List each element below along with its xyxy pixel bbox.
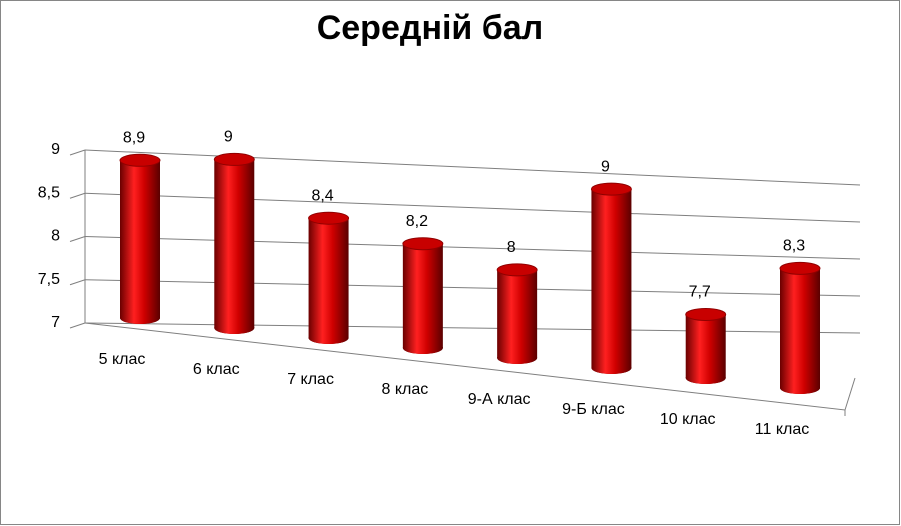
- cylinder-base-edge: [402, 342, 443, 354]
- value-label: 8,4: [311, 187, 333, 204]
- value-label: 8,2: [406, 213, 428, 230]
- bar: [402, 243, 443, 348]
- grid-line: [84, 192, 861, 223]
- x-tick-label: 10 клас: [660, 411, 716, 428]
- tick-mark: [69, 279, 86, 286]
- cylinder-top: [402, 237, 444, 251]
- cylinder-top: [308, 211, 350, 225]
- cylinder-base-edge: [214, 322, 255, 334]
- y-tick-label: 9: [51, 141, 60, 158]
- tick-mark: [69, 322, 86, 329]
- chart-title: Середній бал: [317, 9, 544, 47]
- y-tick-label: 8,5: [38, 184, 60, 201]
- grid-line: [84, 322, 861, 334]
- cylinder-top: [590, 182, 632, 196]
- cylinder-top: [213, 152, 255, 166]
- x-tick-label: 11 клас: [755, 421, 809, 438]
- cylinder-top: [496, 263, 538, 277]
- bar: [120, 160, 160, 318]
- y-tick-label: 8: [51, 228, 60, 245]
- value-label: 8: [507, 239, 516, 256]
- grid-line: [84, 149, 861, 186]
- cylinder-base-edge: [685, 372, 726, 384]
- cylinder-base-edge: [591, 362, 632, 374]
- cylinder-top: [779, 261, 821, 275]
- cylinder-base-edge: [497, 352, 538, 364]
- value-label: 8,3: [783, 238, 805, 255]
- cylinder-base-edge: [780, 382, 820, 394]
- tick-mark: [69, 192, 86, 199]
- x-tick-label: 9-А клас: [468, 391, 531, 408]
- cylinder-top: [119, 153, 161, 167]
- value-label: 9: [601, 158, 610, 175]
- x-tick-label: 6 клас: [193, 361, 240, 378]
- y-tick-label: 7,5: [38, 271, 60, 288]
- y-tick-label: 7: [51, 314, 60, 331]
- bar: [214, 159, 255, 328]
- cylinder-base-edge: [308, 332, 349, 344]
- tick-mark: [69, 149, 86, 156]
- bar: [308, 218, 349, 338]
- value-label: 7,7: [689, 284, 711, 301]
- tick-mark: [69, 236, 86, 242]
- x-tick-label: 9-Б клас: [562, 401, 625, 418]
- value-label: 9: [224, 129, 233, 146]
- cylinder-top: [685, 308, 727, 321]
- value-label: 8,9: [123, 130, 145, 147]
- bar: [780, 268, 820, 388]
- x-tick-label: 7 клас: [287, 371, 334, 388]
- x-tick-label: 8 клас: [381, 381, 428, 398]
- bar: [497, 269, 538, 358]
- x-tick-label: 5 клас: [99, 351, 146, 368]
- bar: [685, 314, 726, 378]
- bar: [591, 189, 632, 368]
- grid-line: [84, 279, 861, 297]
- cylinder-base-edge: [120, 312, 160, 324]
- grid-line: [84, 236, 861, 260]
